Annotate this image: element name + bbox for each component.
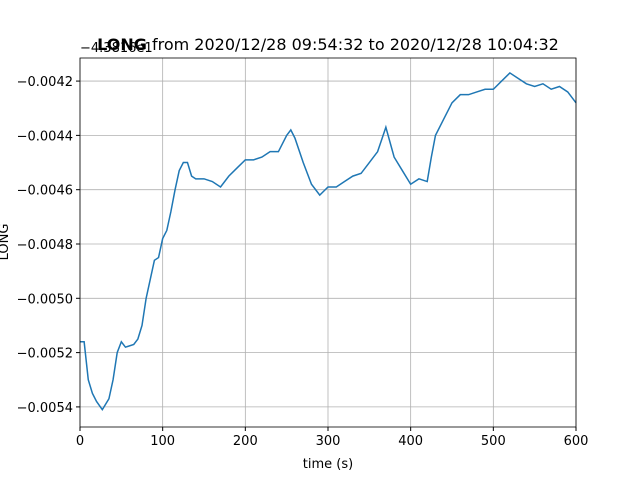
y-tick-label: −0.0052 [17, 347, 73, 362]
plot-frame [79, 57, 577, 428]
title-bold: LONG [97, 35, 147, 54]
y-tick-label: −0.0044 [17, 129, 73, 144]
x-tick-label: 400 [398, 434, 423, 449]
chart-title: LONG from 2020/12/28 09:54:32 to 2020/12… [97, 35, 559, 54]
y-axis-label: LONG [0, 224, 12, 261]
y-tick-label: −0.0048 [17, 238, 73, 253]
x-tick-label: 100 [150, 434, 175, 449]
x-tick-label: 0 [76, 434, 84, 449]
x-tick-label: 200 [233, 434, 258, 449]
line [80, 71, 577, 411]
x-tick-label: 300 [316, 434, 341, 449]
x-tick-label: 500 [481, 434, 506, 449]
x-axis-label: time (s) [303, 457, 353, 472]
title-rest: from 2020/12/28 09:54:32 to 2020/12/28 1… [152, 35, 559, 54]
y-tick-label: −0.0046 [17, 184, 73, 199]
y-tick-label: −0.0042 [17, 75, 73, 90]
x-tick-label: 600 [564, 434, 589, 449]
y-tick-label: −0.0054 [17, 401, 73, 416]
y-tick-label: −0.0050 [17, 292, 73, 307]
offset-text: −4.3816e1 [80, 41, 153, 56]
